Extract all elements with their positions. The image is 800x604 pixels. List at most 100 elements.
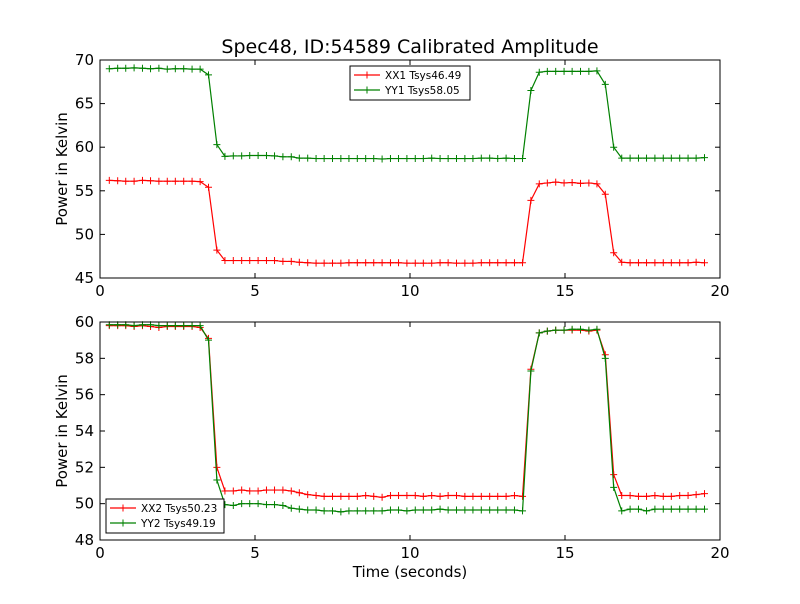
data-point (436, 259, 444, 267)
data-point (444, 259, 452, 267)
data-point (568, 179, 576, 187)
data-point (411, 491, 419, 499)
y-tick-label: 54 (75, 422, 94, 440)
data-point (312, 155, 320, 163)
data-point (477, 506, 485, 514)
data-point (205, 71, 212, 79)
data-point (345, 507, 353, 515)
data-point (692, 491, 700, 499)
data-point (510, 259, 518, 267)
data-point (122, 177, 130, 185)
data-point (477, 492, 485, 500)
data-point (510, 155, 518, 163)
data-point (378, 155, 386, 163)
data-point (610, 483, 618, 491)
data-point (395, 491, 403, 499)
data-point (585, 326, 593, 334)
data-point (651, 259, 659, 267)
data-point (262, 501, 270, 509)
data-point (502, 506, 510, 514)
data-point (337, 508, 345, 516)
legend-label: YY2 Tsys49.19 (140, 518, 216, 530)
data-point (527, 196, 535, 204)
data-point (494, 155, 502, 163)
data-point (577, 325, 584, 333)
data-point (254, 500, 262, 508)
x-tick-label: 20 (710, 544, 729, 562)
data-point (386, 491, 394, 499)
data-point (477, 259, 485, 267)
x-tick-label: 15 (555, 282, 574, 300)
data-point (618, 491, 626, 499)
data-point (568, 67, 576, 75)
data-point (519, 259, 527, 267)
data-point (262, 257, 270, 265)
data-point (254, 151, 262, 159)
y-tick-label: 60 (75, 313, 94, 331)
y-tick-label: 70 (75, 51, 94, 69)
data-point (428, 491, 436, 499)
data-point (494, 506, 502, 514)
data-point (171, 65, 179, 73)
data-point (618, 258, 626, 266)
data-point (279, 153, 287, 161)
data-point (411, 506, 419, 514)
data-point (163, 177, 171, 185)
data-point (229, 152, 237, 160)
data-point (634, 492, 642, 500)
data-point (419, 155, 427, 163)
data-point (287, 257, 295, 265)
data-point (114, 177, 122, 185)
data-point (626, 491, 634, 499)
data-point (147, 65, 155, 73)
legend-box (349, 65, 471, 101)
data-point (105, 65, 113, 73)
data-point (105, 176, 113, 184)
data-point (651, 491, 659, 499)
data-point (271, 486, 279, 494)
data-point (271, 152, 279, 160)
y-axis-label: Power in Kelvin (53, 112, 71, 226)
data-point (510, 491, 518, 499)
data-point (246, 500, 254, 508)
data-point (560, 179, 568, 187)
data-point (593, 67, 601, 75)
data-point (329, 259, 336, 267)
legend-marker (363, 86, 371, 94)
data-point (651, 154, 659, 162)
data-point (221, 152, 229, 160)
data-point (337, 259, 345, 267)
data-point (287, 153, 295, 161)
data-point (287, 487, 295, 495)
data-point (403, 259, 411, 267)
data-point (428, 154, 436, 162)
data-point (469, 506, 477, 514)
data-point (577, 179, 584, 187)
data-point (543, 179, 551, 187)
data-point (453, 155, 460, 163)
data-point (626, 259, 634, 267)
data-point (362, 155, 370, 163)
data-point (345, 492, 353, 500)
data-point (312, 259, 320, 267)
y-tick-label: 55 (75, 182, 94, 200)
data-point (155, 322, 163, 330)
x-tick-label: 0 (95, 282, 105, 300)
data-point (593, 180, 601, 188)
data-point (428, 506, 436, 514)
data-point (171, 322, 179, 330)
data-point (337, 155, 345, 163)
data-point (684, 259, 692, 267)
data-point (494, 492, 502, 500)
data-point (205, 336, 212, 344)
data-point (229, 487, 237, 495)
data-point (643, 492, 651, 500)
y-tick-label: 45 (75, 269, 94, 287)
data-point (585, 179, 593, 187)
data-point (436, 505, 444, 513)
data-point (329, 507, 336, 515)
y-tick-label: 58 (75, 349, 94, 367)
data-point (701, 259, 708, 267)
data-point (535, 68, 543, 76)
